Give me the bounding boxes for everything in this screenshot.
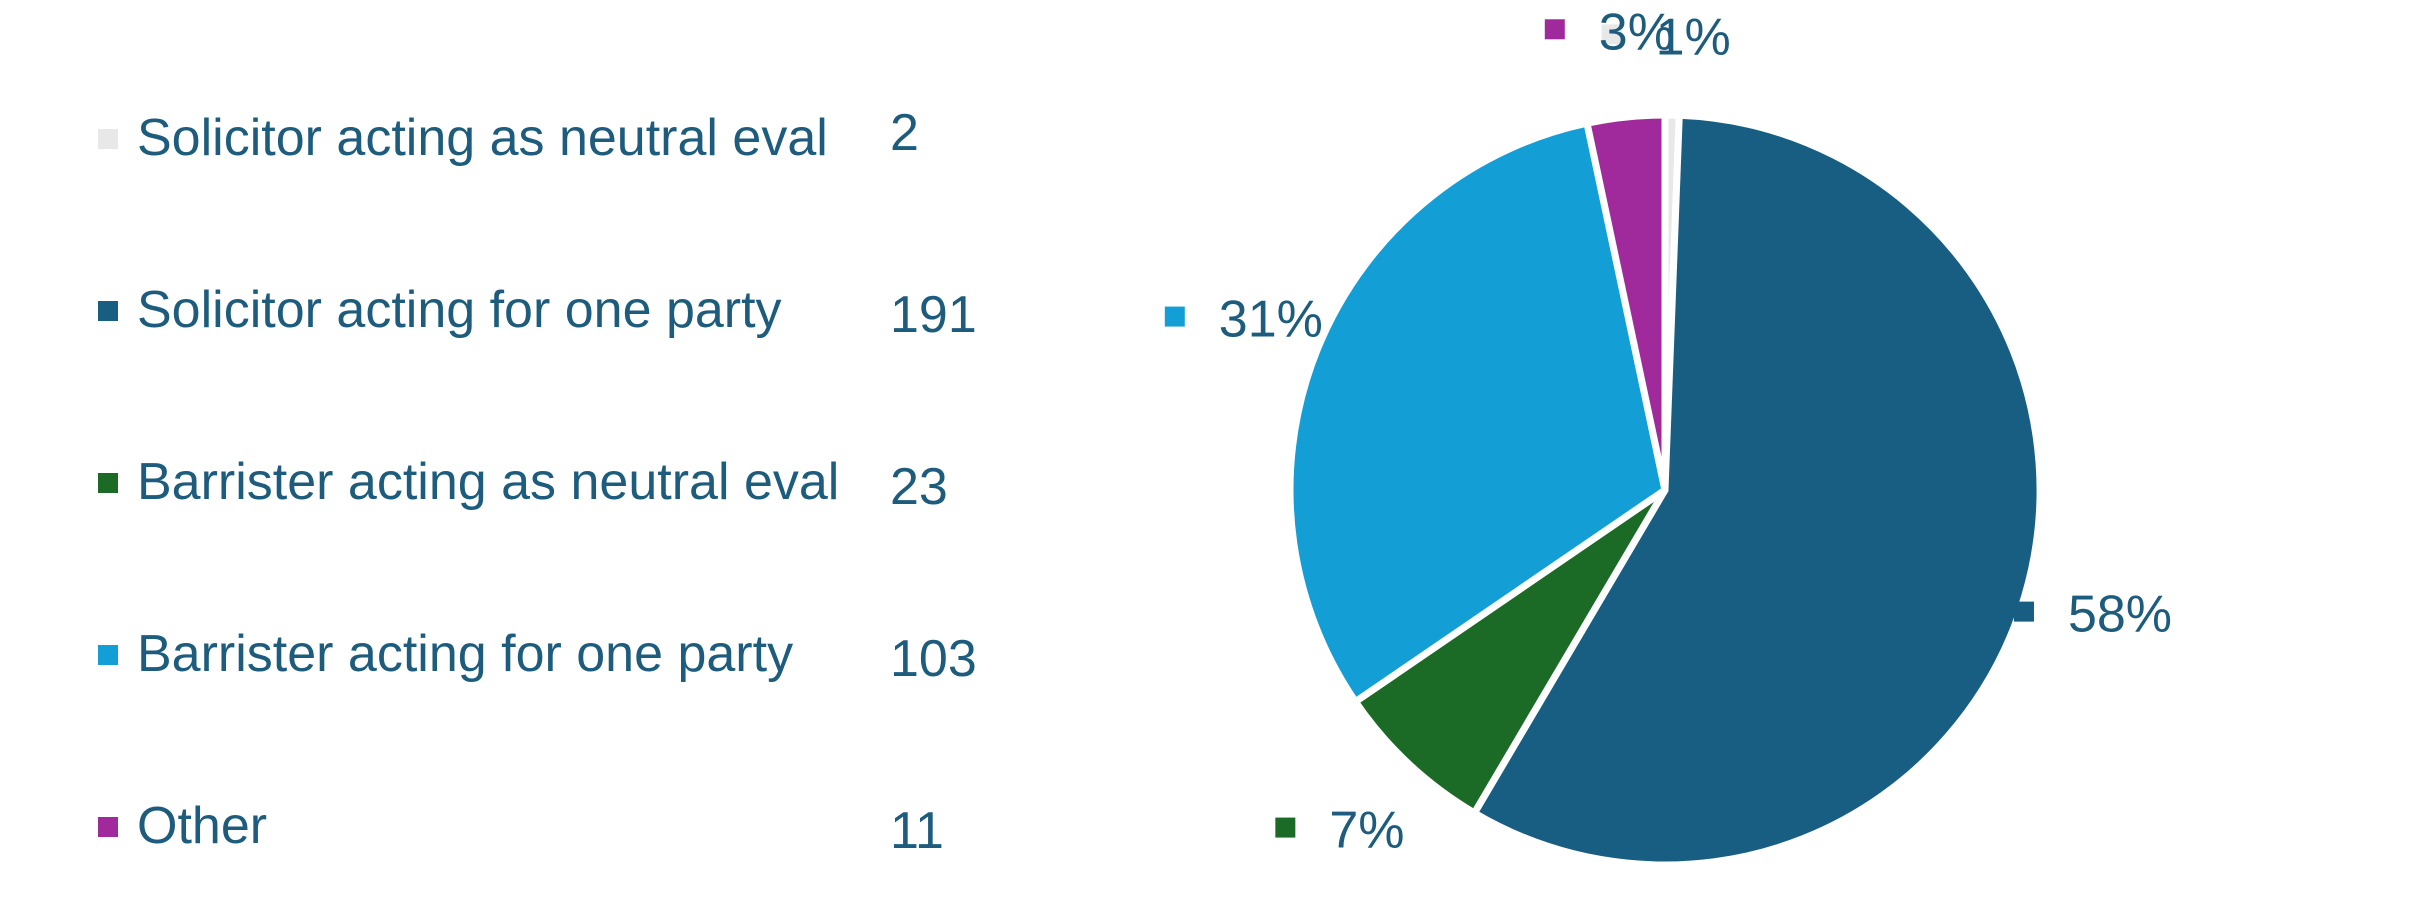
legend: Solicitor acting as neutral eval 2 Solicit… (98, 104, 977, 860)
legend-value-solicitor-acting-as-neutral-eval: 2 (890, 104, 919, 162)
slice-label-other: 3% (1544, 3, 1674, 61)
legend-marker-barrister-acting-for-one-party (98, 645, 118, 665)
legend-value-barrister-acting-as-neutral-eval: 23 (890, 458, 948, 516)
legend-label-barrister-acting-for-one-party: Barrister acting for one party (137, 625, 793, 683)
pie-slice-barrister-acting-for-one-party (1286, 119, 1669, 706)
slice-labels: 1% 58% 7% 31% 3% (1164, 3, 2172, 860)
legend-label-barrister-acting-as-neutral-eval: Barrister acting as neutral eval (137, 453, 839, 511)
slice-label-barrister-acting-as-neutral-eval: 7% (1275, 802, 1404, 860)
pie-slices (1286, 111, 2044, 869)
slice-label-text-barrister-acting-as-neutral-eval: 7% (1329, 802, 1404, 860)
pie-slice-barrister-acting-as-neutral-eval (1351, 486, 1669, 817)
legend-value-other: 11 (890, 802, 944, 860)
legend-value-barrister-acting-for-one-party: 103 (890, 630, 977, 688)
slice-label-marker-solicitor-acting-for-one-party (2013, 601, 2034, 622)
pie-slice-solicitor-acting-for-one-party (1470, 111, 2044, 869)
slice-label-text-solicitor-acting-as-neutral-eval: 1% (1656, 8, 1731, 66)
legend-label-solicitor-acting-as-neutral-eval: Solicitor acting as neutral eval (137, 109, 828, 167)
pie-slice-other (1583, 111, 1669, 494)
legend-marker-barrister-acting-as-neutral-eval (98, 473, 118, 493)
legend-value-solicitor-acting-for-one-party: 191 (890, 286, 977, 344)
slice-label-text-solicitor-acting-for-one-party: 58% (2068, 586, 2172, 644)
slice-label-text-other: 3% (1599, 3, 1674, 61)
legend-label-solicitor-acting-for-one-party: Solicitor acting for one party (137, 281, 782, 339)
slice-label-text-barrister-acting-for-one-party: 31% (1219, 291, 1323, 349)
slice-label-solicitor-acting-as-neutral-eval: 1% (1601, 8, 1731, 66)
slice-label-marker-barrister-acting-as-neutral-eval (1275, 817, 1296, 838)
slice-label-solicitor-acting-for-one-party: 58% (2013, 586, 2172, 644)
legend-marker-other (98, 817, 118, 837)
legend-marker-solicitor-acting-for-one-party (98, 301, 118, 321)
slice-label-marker-barrister-acting-for-one-party (1164, 306, 1185, 327)
legend-label-other: Other (137, 797, 267, 855)
legend-marker-solicitor-acting-as-neutral-eval (98, 129, 118, 149)
slice-label-marker-other (1544, 19, 1565, 40)
slice-label-barrister-acting-for-one-party: 31% (1164, 291, 1323, 349)
slice-label-marker-solicitor-acting-as-neutral-eval (1601, 24, 1622, 45)
